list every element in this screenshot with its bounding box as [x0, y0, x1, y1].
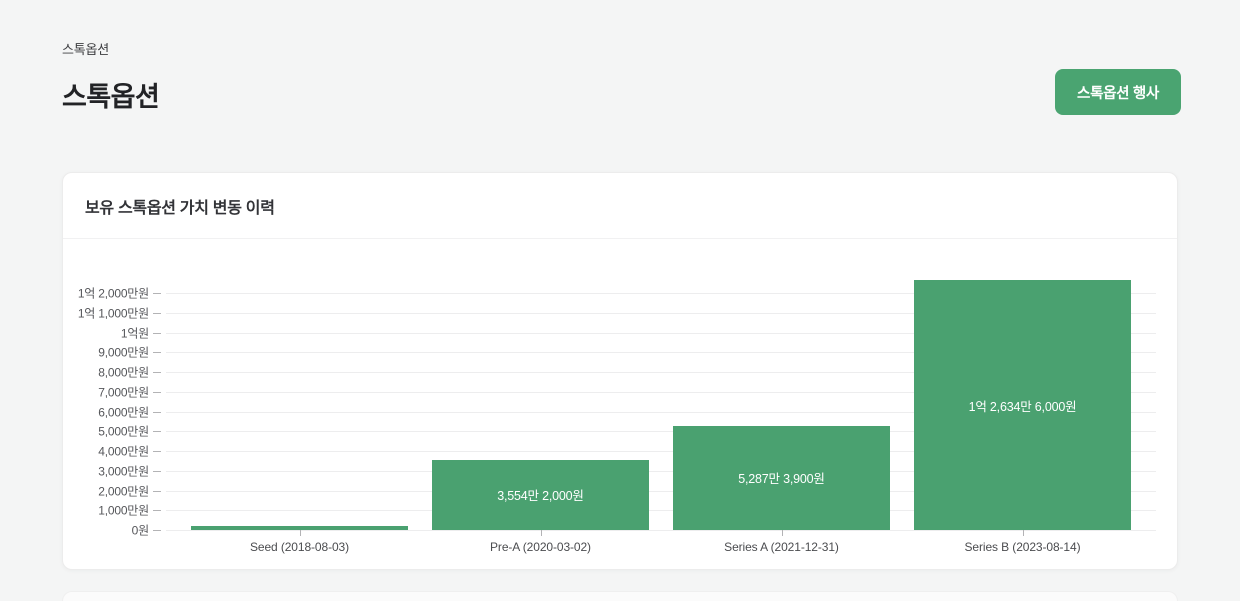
x-axis-tick [781, 530, 783, 536]
bar-series[interactable]: 5,287만 3,900원 [673, 425, 890, 530]
x-axis-tick [540, 530, 542, 536]
y-axis-tick-label: 9,000만원 [98, 345, 149, 360]
stock-option-value-history-card: 보유 스톡옵션 가치 변동 이력 0원 1,000만원 2,000만원 3,000만원… [62, 172, 1178, 570]
card-header: 보유 스톡옵션 가치 변동 이력 [63, 173, 1177, 239]
y-axis-tick [153, 391, 161, 393]
y-axis-tick [153, 372, 161, 373]
y-axis-tick [153, 530, 161, 531]
y-axis-tick-label: 8,000만원 [98, 365, 149, 380]
x-axis-category-label: Pre-A (2020-03-02) [490, 540, 591, 554]
x-axis-category-label: Series B (2023-08-14) [964, 540, 1081, 554]
y-axis-tick-label: 2,000만원 [98, 484, 149, 498]
y-axis-tick [153, 470, 161, 472]
y-axis-tick [153, 312, 161, 314]
bar-seed[interactable] [191, 526, 408, 530]
x-axis-category-label: Seed (2018-08-03) [249, 540, 350, 554]
next-card-top-edge [62, 591, 1178, 601]
gridline [166, 332, 1156, 334]
y-axis-tick-label: 1억 1,000만원 [77, 306, 149, 321]
x-axis-tick [299, 530, 301, 536]
y-axis-tick-label: 6,000만원 [98, 405, 149, 419]
exercise-stock-option-button[interactable]: 스톡옵션 행사 [1055, 69, 1181, 115]
y-axis-tick-label: 4,000만원 [98, 444, 149, 459]
gridline [166, 312, 1156, 314]
gridline [166, 431, 1156, 433]
gridline [166, 293, 1156, 294]
y-axis-tick [153, 411, 161, 413]
bar-pre-a[interactable]: 3,554만 2,000원 [432, 459, 649, 530]
bar-value-label: 5,287만 3,900원 [738, 472, 825, 487]
y-axis-tick-label: 5,000만원 [98, 424, 149, 439]
y-axis-tick [153, 352, 161, 354]
y-axis-tick-label: 3,000만원 [98, 464, 149, 479]
gridline [166, 411, 1156, 413]
gridline [166, 530, 1156, 531]
y-axis-tick [153, 490, 161, 492]
card-title: 보유 스톡옵션 가치 변동 이력 [85, 199, 275, 217]
bar-value-label: 3,554만 2,000원 [497, 489, 584, 504]
breadcrumb[interactable]: 스톡옵션 [62, 42, 110, 57]
page-title: 스톡옵션 [62, 82, 160, 112]
y-axis-tick-label: 7,000만원 [98, 385, 149, 400]
bar-series[interactable]: 1억 2,634만 6,000원 [914, 280, 1131, 530]
y-axis-tick-label: 1,000만원 [98, 503, 149, 518]
y-axis-tick-label: 0원 [131, 523, 150, 538]
bar-value-label: 1억 2,634만 6,000원 [968, 399, 1077, 414]
y-axis-tick [153, 293, 161, 294]
stock-option-value-bar-chart: 0원 1,000만원 2,000만원 3,000만원 4,000만원 5,000만원 6,0… [63, 239, 1177, 569]
gridline [166, 510, 1156, 512]
x-axis-category-label: Series A (2021-12-31) [724, 540, 839, 554]
gridline [166, 490, 1156, 492]
gridline [166, 372, 1156, 373]
gridline [166, 391, 1156, 393]
y-axis-tick-label: 1억원 [120, 326, 149, 340]
y-axis-tick-label: 1억 2,000만원 [77, 286, 149, 301]
y-axis-tick [153, 332, 161, 334]
y-axis-tick [153, 431, 161, 433]
gridline [166, 352, 1156, 354]
x-axis-tick [1022, 530, 1024, 536]
gridline [166, 470, 1156, 472]
y-axis-tick [153, 510, 161, 512]
gridline [166, 451, 1156, 452]
y-axis-tick [153, 451, 161, 452]
